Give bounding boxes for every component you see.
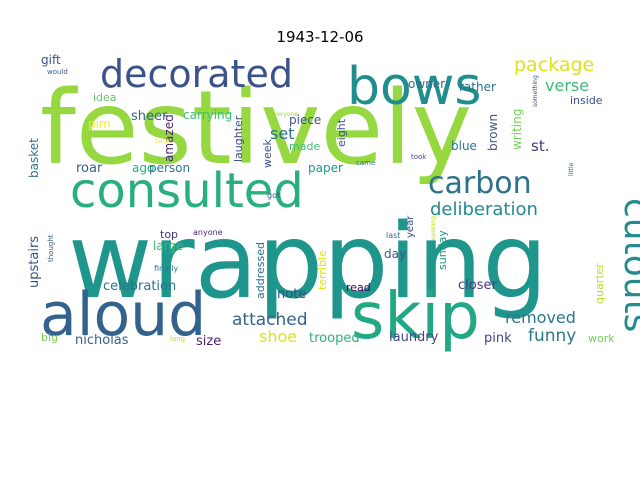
word-verse: verse xyxy=(545,76,589,95)
word-brown: brown xyxy=(486,114,500,151)
word-big: big xyxy=(41,331,58,344)
word-read: read xyxy=(346,281,371,294)
word-long: long xyxy=(170,335,185,343)
word-paper: paper xyxy=(308,161,343,175)
word-closer: closer xyxy=(458,278,497,293)
word-upstairs: upstairs xyxy=(27,236,42,288)
word-sheer: sheer xyxy=(131,109,168,124)
word-consulted: consulted xyxy=(70,163,304,219)
word-person: person xyxy=(149,161,190,175)
word-top: top xyxy=(160,228,178,241)
word-writing: writing xyxy=(510,109,524,150)
word-sunday: sunday xyxy=(436,230,449,270)
word-finally: finally xyxy=(154,264,178,273)
word-eight: eight xyxy=(335,118,348,147)
word-piece: piece xyxy=(289,113,321,127)
word-note: note xyxy=(277,287,306,302)
word-rather: rather xyxy=(459,80,496,94)
word-shoe: shoe xyxy=(259,327,297,346)
word-quarter: quarter xyxy=(593,263,606,304)
word-everyone: everyone xyxy=(270,111,298,118)
word-day: day xyxy=(384,247,406,261)
word-inside: inside xyxy=(570,94,603,107)
word-came: came xyxy=(356,159,375,167)
word-cutouts: cutouts xyxy=(616,198,640,332)
word-laughter: laughter xyxy=(232,115,245,162)
word-idea: idea xyxy=(93,91,117,104)
word-bows: bows xyxy=(347,57,481,117)
word-owner: owner xyxy=(408,77,445,91)
word-trooped: trooped xyxy=(309,331,360,346)
word-evening: evening xyxy=(430,216,437,240)
word-back: back xyxy=(155,138,170,145)
word-laundry: laundry xyxy=(389,330,439,345)
word-celebration: celebration xyxy=(103,279,176,294)
word-would: would xyxy=(47,68,68,76)
word-addressed: addressed xyxy=(254,242,267,299)
word-blue: blue xyxy=(451,139,477,153)
word-size: size xyxy=(196,334,221,349)
word-pink: pink xyxy=(484,331,512,346)
word-basket: basket xyxy=(27,138,41,178)
word-gift: gift xyxy=(41,53,61,67)
word-ago: ago xyxy=(132,161,154,175)
word-terrible: terrible xyxy=(316,250,329,290)
word-wrapping: wrapping xyxy=(68,202,548,322)
word-package: package xyxy=(514,54,594,76)
chart-title: 1943-12-06 xyxy=(276,28,364,46)
word-little: little xyxy=(568,162,575,176)
word-week: week xyxy=(261,138,274,168)
word-took: took xyxy=(411,153,427,161)
word-attached: attached xyxy=(232,310,308,330)
word-carrying: carrying xyxy=(183,108,232,122)
word-st-: st. xyxy=(531,137,549,155)
word-skip: skip xyxy=(351,280,480,354)
word-aloud: aloud xyxy=(40,280,206,350)
word-last: last xyxy=(386,231,400,240)
word-deliberation: deliberation xyxy=(430,199,538,220)
word-made: made xyxy=(289,140,320,153)
word-festively: festively xyxy=(40,69,472,188)
word-decorated: decorated xyxy=(100,52,293,96)
word-year: year xyxy=(405,215,416,238)
word-carbon: carbon xyxy=(428,166,532,201)
word-something: something xyxy=(532,75,539,107)
word-large: large xyxy=(153,239,183,253)
word-got: got xyxy=(267,191,280,200)
word-anyone: anyone xyxy=(193,228,223,237)
word-roar: roar xyxy=(76,161,103,176)
word-set: set xyxy=(270,124,294,143)
word-nicholas: nicholas xyxy=(75,333,129,348)
word-removed: removed xyxy=(505,308,576,327)
word-amazed: amazed xyxy=(162,114,176,162)
word-work: work xyxy=(588,332,615,345)
word-thought: thought xyxy=(47,234,55,262)
word-pim: pim xyxy=(88,117,111,131)
word-funny: funny xyxy=(528,326,576,346)
